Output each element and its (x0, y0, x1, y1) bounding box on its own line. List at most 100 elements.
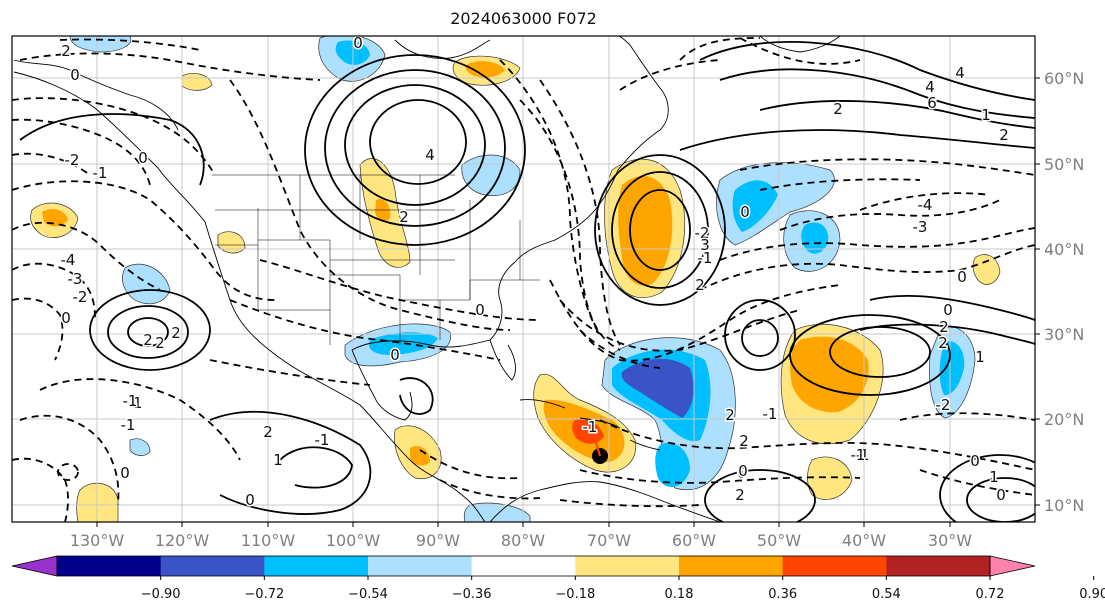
contour-label: 0 (996, 486, 1006, 504)
colorbar-segment (575, 556, 680, 576)
contour-positive (859, 323, 1035, 345)
contour-label: 4 (425, 146, 435, 164)
contour-label: -1 (315, 431, 330, 449)
colorbar-tick-label: 0.54 (872, 587, 901, 602)
map-title: 2024063000 F072 (450, 9, 597, 28)
contour-label: 4 (955, 64, 965, 82)
contour-negative (739, 158, 1035, 176)
negative-anomaly-area (801, 222, 829, 254)
contour-negative (12, 152, 91, 176)
coastline-mexico (351, 349, 413, 421)
contour-positive (869, 295, 1035, 321)
contour-label: -1 (698, 249, 713, 267)
contour-negative (12, 180, 276, 301)
coastline-south-america (489, 481, 721, 522)
negative-anomaly-area (939, 341, 965, 396)
contour-label: -1 (128, 394, 143, 412)
negative-anomaly-area (621, 358, 694, 418)
contour-positive (399, 377, 434, 415)
contour-label: 0 (353, 34, 363, 52)
shading-layer (30, 36, 1001, 522)
coastline-alaska (13, 59, 179, 131)
contour-negative (559, 499, 701, 508)
colorbar: −0.90 −0.72 −0.54 −0.36 −0.18 0.18 0.36 0.54 0.7… (11, 555, 1105, 602)
contour-label: -2 (936, 396, 951, 414)
contour-label: -2 (695, 224, 710, 242)
contour-label: 1 (989, 468, 999, 486)
coastline-canada-east (617, 36, 669, 171)
lon-label: 70°W (587, 531, 631, 550)
colorbar-segment (368, 556, 473, 576)
lon-label: 50°W (757, 531, 801, 550)
axis-ticks (96, 77, 1040, 527)
positive-anomaly-area (972, 254, 1001, 285)
contour-positive (789, 314, 951, 396)
contour-label: 4 (925, 78, 935, 96)
colorbar-tick-label: −0.72 (244, 587, 284, 602)
contour-label: 2 (171, 324, 181, 342)
contour-label: 0 (970, 452, 980, 470)
contour-positive (759, 100, 1035, 129)
contour-negative (499, 59, 601, 336)
contour-label: 0 (120, 464, 130, 482)
contour-label: 2 (399, 208, 409, 226)
contour-label: 2 (695, 276, 705, 294)
positive-anomaly-area (217, 231, 246, 254)
contour-label: 0 (943, 301, 953, 319)
contour-positive (209, 410, 372, 515)
contour-label: 6 (927, 94, 937, 112)
contour-positive (741, 319, 779, 357)
contour-label: 2 (155, 334, 165, 352)
contour-label: 0 (70, 66, 80, 84)
contour-positive (304, 54, 526, 246)
colorbar-tick-label: −0.18 (555, 587, 595, 602)
contour-label: 0 (957, 268, 967, 286)
contour-negative (19, 414, 120, 506)
negative-anomaly-area (732, 180, 778, 232)
colorbar-tick-label: −0.54 (348, 587, 388, 602)
contour-label: 2 (938, 334, 948, 352)
lat-label: 10°N (1044, 496, 1084, 515)
positive-anomaly-area (42, 209, 68, 227)
contour-negative (12, 118, 151, 186)
negative-anomaly-area (369, 332, 438, 355)
contour-positive (611, 171, 709, 289)
lon-label: 40°W (842, 531, 886, 550)
contour-label: 0 (245, 491, 255, 509)
contour-negative (439, 479, 541, 500)
colorbar-segment (471, 556, 576, 576)
contour-negative (599, 419, 1035, 471)
contour-label: -4 (918, 196, 933, 214)
coastline-florida (489, 339, 516, 381)
positive-anomaly-area (618, 175, 673, 286)
coastline-hudson (394, 39, 491, 59)
contour-positive (719, 68, 1035, 119)
contour-negative (619, 59, 721, 91)
coastline-gulf (351, 169, 619, 351)
contour-negative (539, 79, 621, 346)
contour-label: 0 (390, 346, 400, 364)
contour-layer (12, 37, 1035, 522)
lat-label: 20°N (1044, 410, 1084, 429)
contour-positive (89, 289, 211, 371)
coastlines (13, 36, 841, 522)
contour-negative (12, 297, 64, 361)
contour-negative (57, 463, 79, 481)
lat-label: 60°N (1044, 69, 1084, 88)
contour-label: 0 (737, 464, 747, 482)
contour-label: 2 (939, 318, 949, 336)
contour-negative (719, 227, 1035, 261)
contour-label: 2 (833, 100, 843, 118)
lon-label: 110°W (241, 531, 296, 550)
contour-negative (699, 244, 1035, 291)
positive-anomaly-area (410, 445, 430, 466)
contour-label: 2 (739, 432, 749, 450)
contour-label: 0 (740, 203, 750, 221)
contour-label: 2 (263, 423, 273, 441)
contour-negative (39, 378, 241, 461)
lon-label: 120°W (155, 531, 210, 550)
contour-negative (759, 178, 921, 191)
contour-label: -4 (61, 251, 76, 269)
colorbar-tick-label: 0.72 (976, 587, 1005, 602)
